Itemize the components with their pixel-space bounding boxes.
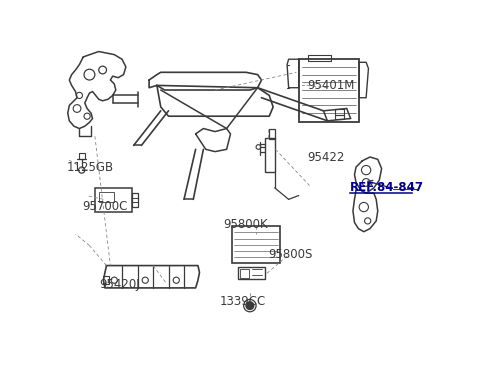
Bar — [308, 54, 331, 61]
Text: 95700C: 95700C — [83, 200, 128, 214]
Text: 1125GB: 1125GB — [67, 161, 114, 174]
Bar — [99, 192, 114, 203]
Bar — [265, 138, 275, 172]
Bar — [240, 269, 249, 278]
Text: 95800K: 95800K — [224, 218, 268, 231]
Text: 95422: 95422 — [307, 151, 345, 164]
Bar — [95, 188, 132, 212]
Circle shape — [246, 302, 254, 310]
Bar — [299, 59, 359, 122]
Bar — [132, 193, 138, 207]
Bar — [232, 226, 280, 263]
Text: 95401M: 95401M — [307, 79, 355, 92]
Text: 1339CC: 1339CC — [220, 295, 266, 308]
Bar — [238, 267, 265, 279]
Text: 95800S: 95800S — [268, 248, 312, 262]
Bar — [335, 115, 345, 119]
Bar — [335, 108, 345, 115]
Bar — [79, 153, 85, 159]
Text: REF.84-847: REF.84-847 — [350, 181, 424, 194]
Bar — [269, 129, 276, 139]
Text: 95420J: 95420J — [99, 277, 140, 291]
Bar — [103, 276, 109, 284]
